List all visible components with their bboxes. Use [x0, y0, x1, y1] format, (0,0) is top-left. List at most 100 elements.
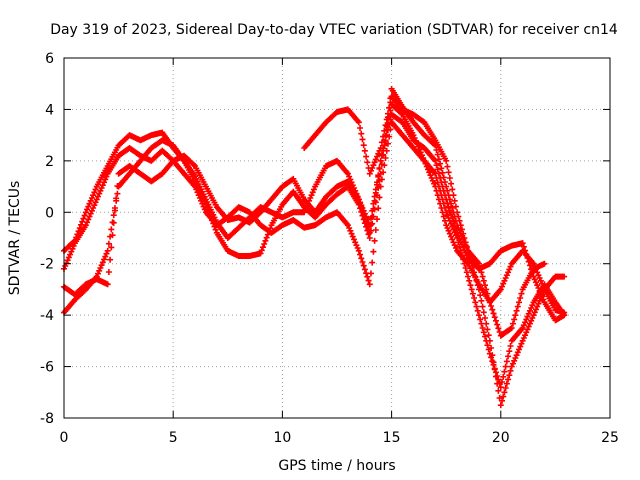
data-point [475, 260, 482, 267]
data-point [500, 393, 507, 400]
data-point [377, 145, 384, 151]
data-point [484, 342, 491, 349]
data-point [263, 234, 270, 241]
data-point [495, 325, 502, 332]
data-point [458, 226, 465, 233]
data-point [366, 281, 373, 288]
data-point [450, 192, 457, 199]
data-point [361, 147, 368, 154]
data-point [372, 227, 379, 233]
data-point [480, 329, 487, 336]
data-point [370, 205, 377, 212]
series-4 [61, 111, 568, 324]
data-point [514, 303, 521, 310]
data-point [360, 262, 367, 269]
data-point [369, 213, 376, 220]
data-point [369, 259, 376, 266]
data-point [377, 157, 384, 164]
data-point [490, 361, 497, 368]
data-point [382, 155, 389, 161]
data-point [375, 173, 382, 180]
data-point [76, 225, 83, 231]
data-point [445, 169, 452, 176]
data-point [438, 205, 445, 211]
data-point [355, 247, 362, 254]
data-point [484, 326, 491, 333]
data-point [506, 372, 513, 379]
data-point [437, 160, 444, 167]
data-point [452, 226, 459, 233]
data-point [366, 229, 373, 236]
data-point [446, 207, 453, 214]
data-point [483, 286, 490, 293]
data-point [440, 187, 447, 194]
data-point [561, 273, 568, 280]
data-point [465, 273, 472, 280]
data-point [384, 110, 391, 117]
data-point [488, 303, 495, 309]
data-point [471, 295, 478, 301]
data-point [491, 314, 498, 321]
data-point [519, 240, 526, 247]
data-point [501, 389, 508, 396]
data-point [477, 316, 484, 323]
data-point [432, 183, 439, 190]
data-point [433, 162, 440, 169]
y-tick-label: 4 [45, 102, 54, 118]
data-point [381, 142, 388, 149]
data-point [374, 181, 381, 188]
axis-ticks: 0 5 10 15 20 25 -8 -6 -4 -2 0 2 4 6 [40, 51, 619, 446]
data-point [479, 303, 486, 310]
data-point [474, 307, 481, 314]
data-point [358, 203, 365, 210]
data-point [435, 196, 442, 203]
data-point [480, 309, 487, 316]
data-point [511, 316, 518, 323]
data-point [434, 192, 441, 199]
data-point [461, 235, 468, 241]
data-point [386, 105, 393, 111]
data-point [472, 299, 479, 306]
data-point [448, 180, 455, 187]
data-point [513, 307, 520, 314]
data-point [512, 312, 519, 319]
y-tick-label: -4 [40, 308, 54, 324]
y-tick-label: -2 [40, 257, 54, 273]
data-point [561, 312, 568, 319]
data-point [499, 397, 506, 404]
data-point [432, 157, 439, 164]
data-point [360, 142, 367, 149]
data-point [441, 192, 448, 199]
data-point [109, 219, 116, 226]
data-point [81, 212, 88, 219]
data-point [506, 348, 513, 355]
data-point [516, 299, 522, 306]
data-point [482, 333, 489, 340]
chart-title: Day 319 of 2023, Sidereal Day-to-day VTE… [50, 22, 618, 38]
data-point [485, 346, 492, 353]
data-point [456, 217, 463, 224]
data-point [383, 116, 390, 123]
data-point [367, 221, 374, 228]
data-point [439, 169, 446, 176]
data-point [438, 165, 445, 172]
data-series [61, 85, 568, 409]
data-point [505, 376, 512, 383]
data-point [484, 290, 491, 297]
y-axis-label: SDTVAR / TECUs [7, 181, 23, 296]
data-point [378, 152, 385, 159]
data-point [489, 306, 496, 313]
data-point [437, 200, 444, 207]
data-point [108, 226, 115, 233]
data-point [378, 139, 385, 146]
data-point [541, 260, 548, 267]
data-point [374, 216, 381, 223]
data-point [257, 250, 264, 257]
data-point [485, 332, 492, 339]
data-point [357, 125, 364, 131]
data-point [111, 205, 118, 211]
data-point [446, 175, 453, 181]
data-point [443, 196, 450, 203]
y-tick-label: -6 [40, 360, 54, 376]
data-point [468, 286, 475, 293]
